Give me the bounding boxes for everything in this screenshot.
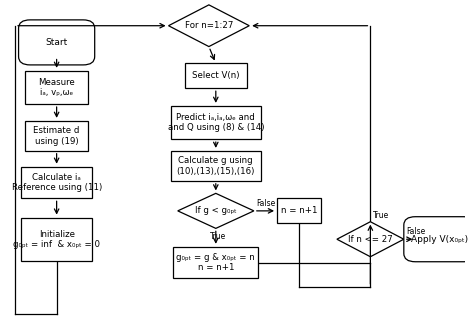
- Text: n = n+1: n = n+1: [281, 206, 317, 215]
- Text: Initialize
g₀ₚₜ = inf  & x₀ₚₜ = 0: Initialize g₀ₚₜ = inf & x₀ₚₜ = 0: [13, 229, 100, 249]
- Text: If n <= 27: If n <= 27: [348, 235, 393, 244]
- FancyBboxPatch shape: [18, 20, 95, 65]
- FancyBboxPatch shape: [173, 247, 258, 278]
- Text: True: True: [373, 211, 389, 220]
- Text: Select V(n): Select V(n): [192, 71, 239, 80]
- FancyBboxPatch shape: [21, 217, 92, 261]
- Polygon shape: [337, 222, 404, 257]
- Text: Calculate iₐ
Reference using (11): Calculate iₐ Reference using (11): [11, 173, 102, 192]
- Text: If g < g₀ₚₜ: If g < g₀ₚₜ: [195, 206, 237, 215]
- Text: For n=1:27: For n=1:27: [185, 21, 233, 30]
- Text: Estimate d
using (19): Estimate d using (19): [34, 126, 80, 145]
- Text: False: False: [406, 227, 425, 236]
- Text: Measure
iₐ, vₚ,ωₑ: Measure iₐ, vₚ,ωₑ: [38, 78, 75, 97]
- Polygon shape: [169, 5, 249, 47]
- Text: True: True: [210, 232, 226, 241]
- FancyBboxPatch shape: [404, 217, 474, 262]
- Text: Predict iₐ,iₐ,ωₑ and
and Q using (8) & (14): Predict iₐ,iₐ,ωₑ and and Q using (8) & (…: [167, 113, 264, 132]
- FancyBboxPatch shape: [171, 106, 261, 139]
- Text: Apply V(x₀ₚₜ): Apply V(x₀ₚₜ): [411, 235, 468, 244]
- Text: Calculate g using
(10),(13),(15),(16): Calculate g using (10),(13),(15),(16): [177, 156, 255, 176]
- FancyBboxPatch shape: [277, 198, 321, 223]
- FancyBboxPatch shape: [26, 121, 88, 151]
- Text: False: False: [256, 199, 275, 208]
- FancyBboxPatch shape: [21, 167, 92, 198]
- Polygon shape: [178, 193, 254, 228]
- FancyBboxPatch shape: [185, 63, 247, 88]
- FancyBboxPatch shape: [26, 71, 88, 104]
- Text: g₀ₚₜ = g & x₀ₚₜ = n
n = n+1: g₀ₚₜ = g & x₀ₚₜ = n n = n+1: [176, 253, 255, 272]
- FancyBboxPatch shape: [171, 151, 261, 181]
- Text: Start: Start: [46, 38, 68, 47]
